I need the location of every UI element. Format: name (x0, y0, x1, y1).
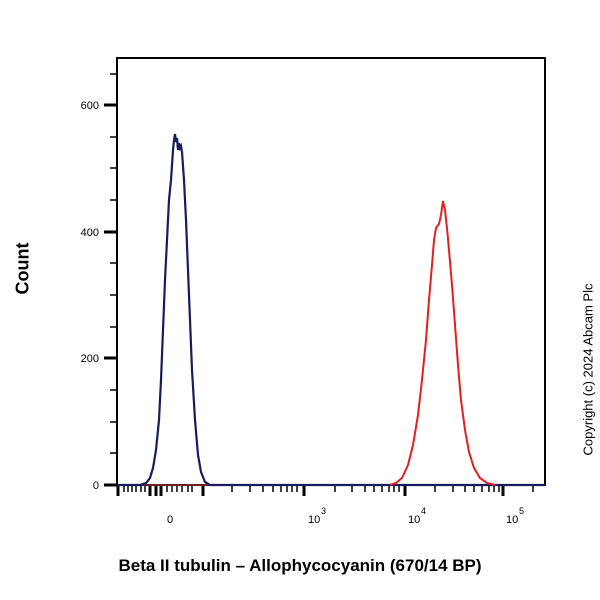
x-axis-ticks (116, 485, 534, 496)
plot-frame (116, 57, 546, 486)
stained-histogram-line (389, 200, 496, 486)
y-axis-label: Count (12, 242, 33, 295)
x-axis-label: Beta II tubulin – Allophycocyanin (670/1… (118, 556, 482, 575)
control-histogram-line (117, 133, 545, 487)
svg-text:10: 10 (408, 514, 420, 526)
svg-text:4: 4 (421, 506, 426, 516)
svg-text:3: 3 (321, 506, 326, 516)
y-tick-labels: 600 400 200 0 (81, 100, 99, 492)
y-axis-major-ticks (104, 103, 117, 487)
svg-text:10: 10 (308, 514, 320, 526)
svg-text:600: 600 (81, 100, 99, 112)
x-tick-labels: 0 10 3 10 4 10 5 (167, 506, 524, 526)
svg-text:5: 5 (519, 506, 524, 516)
svg-text:0: 0 (167, 514, 173, 526)
y-axis-minor-ticks (110, 73, 117, 454)
svg-text:200: 200 (81, 353, 99, 365)
svg-text:10: 10 (506, 514, 518, 526)
svg-text:400: 400 (81, 227, 99, 239)
copyright-notice: Copyright (c) 2024 Abcam Plc (580, 283, 596, 456)
svg-text:0: 0 (93, 480, 99, 492)
